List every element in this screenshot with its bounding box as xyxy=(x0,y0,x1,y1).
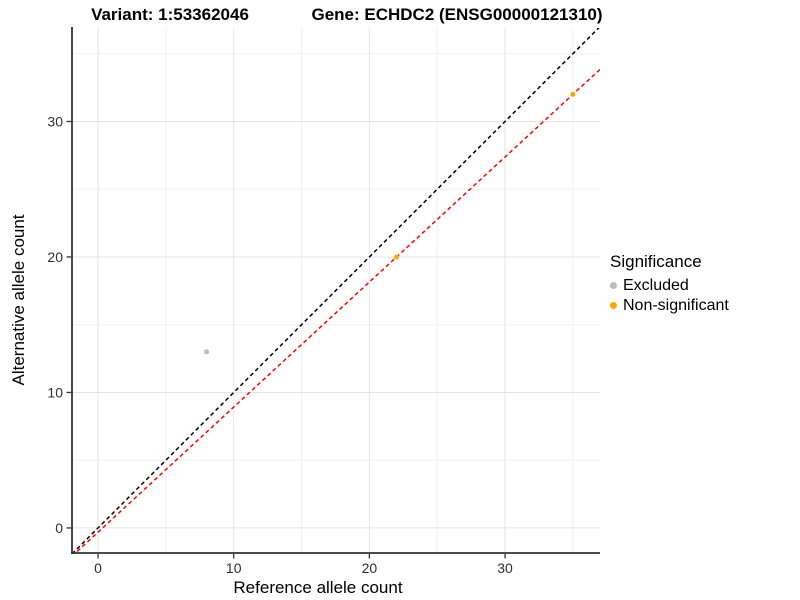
y-tick-label: 30 xyxy=(47,113,63,129)
data-point-non-significant xyxy=(394,254,400,260)
y-tick-label: 0 xyxy=(55,520,63,536)
data-point-excluded xyxy=(204,349,210,355)
fit-line xyxy=(74,68,600,553)
excluded-dot-icon xyxy=(610,282,617,289)
x-tick-label: 0 xyxy=(94,560,102,576)
y-axis-title: Alternative allele count xyxy=(9,214,28,385)
axes: 0 10 20 30 0 10 20 30 xyxy=(47,27,600,576)
legend: Significance Excluded Non-significant xyxy=(610,252,729,315)
plot-title-variant: Variant: 1:53362046 xyxy=(91,5,249,24)
x-axis-title: Reference allele count xyxy=(233,578,402,597)
non-significant-dot-icon xyxy=(610,302,617,309)
x-tick-label: 30 xyxy=(497,560,513,576)
legend-label-excluded: Excluded xyxy=(623,277,689,294)
legend-label-non-significant: Non-significant xyxy=(623,297,729,314)
identity-line xyxy=(72,28,600,553)
data-point-non-significant xyxy=(570,91,576,97)
reference-lines xyxy=(72,28,600,553)
y-tick-label: 10 xyxy=(47,384,63,400)
data-points xyxy=(204,91,576,355)
y-tick-label: 20 xyxy=(47,249,63,265)
gridlines-major xyxy=(72,28,600,553)
gridlines-minor xyxy=(72,28,600,553)
legend-title: Significance xyxy=(610,252,702,271)
x-tick-label: 10 xyxy=(226,560,242,576)
plot-title-gene: Gene: ECHDC2 (ENSG00000121310) xyxy=(311,5,602,24)
x-tick-label: 20 xyxy=(362,560,378,576)
legend-item-non-significant: Non-significant xyxy=(610,296,729,315)
legend-item-excluded: Excluded xyxy=(610,276,729,295)
